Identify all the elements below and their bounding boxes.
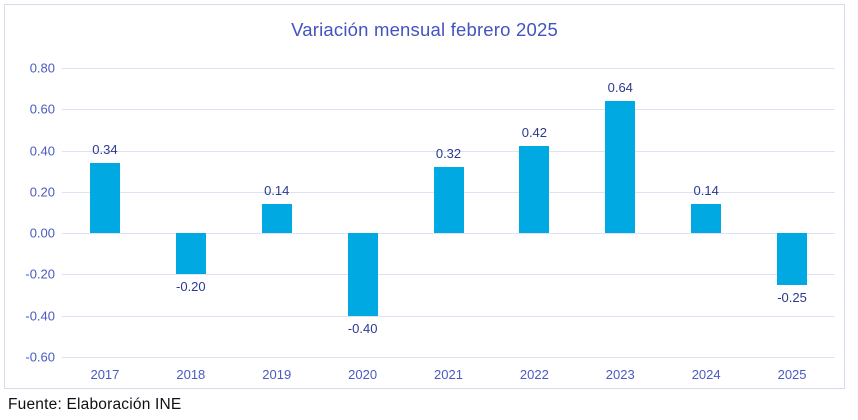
plot-area: 0.34 -0.20 0.14 -0.40 0.32 0.42 0.64 0.14 -0.25 <box>62 68 835 358</box>
x-tick-label: 2017 <box>90 367 120 382</box>
y-tick-label: 0.80 <box>29 60 55 76</box>
x-tick-label: 2021 <box>434 367 463 382</box>
data-label: -0.20 <box>176 279 206 295</box>
y-tick-label: 0.00 <box>29 225 55 241</box>
y-tick-label: -0.60 <box>25 349 55 365</box>
bar-2022 <box>519 146 550 234</box>
bar-2019 <box>261 204 292 234</box>
chart-title: Variación mensual febrero 2025 <box>291 19 558 40</box>
x-tick-label: 2025 <box>777 367 807 382</box>
x-tick-label: 2023 <box>605 367 635 382</box>
x-tick-label: 2019 <box>262 367 292 382</box>
gridline <box>62 150 835 152</box>
x-tick-label: 2024 <box>691 367 721 382</box>
data-label: -0.25 <box>777 289 807 305</box>
x-tick-label: 2020 <box>348 367 378 382</box>
gridline <box>62 109 835 111</box>
y-tick-label: 0.20 <box>29 184 55 200</box>
data-label: 0.64 <box>607 80 633 96</box>
bar-2024 <box>691 204 722 234</box>
y-tick-label: -0.40 <box>25 308 55 324</box>
bar-2020 <box>347 233 378 316</box>
x-tick-label: 2022 <box>519 367 549 382</box>
gridline <box>62 315 835 317</box>
bar-2017 <box>89 162 120 234</box>
y-tick-label: -0.20 <box>25 266 55 282</box>
data-label: 0.14 <box>693 183 719 199</box>
data-label: 0.14 <box>264 183 290 199</box>
gridline <box>62 68 835 69</box>
bar-2018 <box>175 233 206 275</box>
data-label: -0.40 <box>347 320 378 336</box>
bar-2025 <box>777 233 808 285</box>
chart-frame: Variación mensual febrero 2025 0.34 -0.20… <box>4 4 845 389</box>
gridline <box>62 274 835 276</box>
y-tick-label: 0.60 <box>29 101 55 117</box>
data-label: 0.32 <box>435 146 462 162</box>
bar-2023 <box>605 101 636 234</box>
source-note: Fuente: Elaboración INE <box>8 396 182 413</box>
data-label: 0.34 <box>92 141 118 157</box>
gridline <box>62 357 835 358</box>
y-tick-label: 0.40 <box>29 143 55 159</box>
data-label: 0.42 <box>521 125 548 141</box>
x-tick-label: 2018 <box>176 367 206 382</box>
bar-2021 <box>433 167 464 234</box>
gridline <box>62 233 835 235</box>
